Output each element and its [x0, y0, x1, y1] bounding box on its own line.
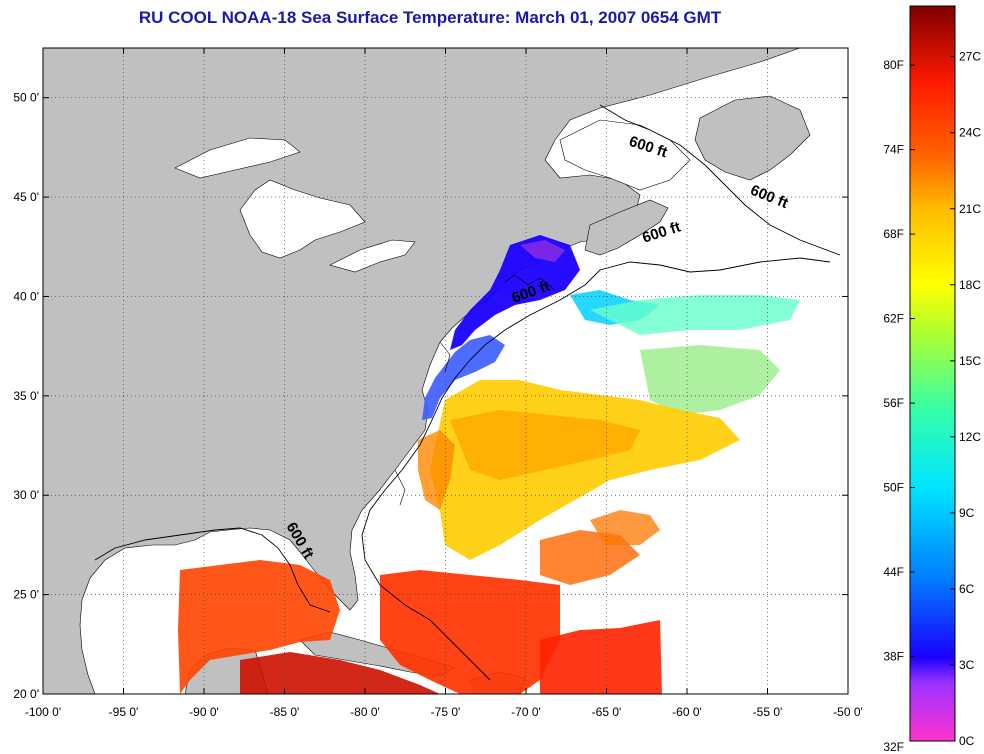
colorbar-celsius-label: 9C [959, 506, 975, 520]
colorbar-fahrenheit-label: 68F [883, 227, 904, 241]
colorbar-celsius-label: 6C [959, 582, 975, 596]
colorbar-celsius-label: 3C [959, 658, 975, 672]
lat-tick-label: 20 0' [13, 687, 39, 701]
colorbar-celsius-label: 27C [959, 50, 981, 64]
colorbar-fahrenheit-label: 38F [883, 650, 904, 664]
colorbar-fahrenheit-label: 44F [883, 565, 904, 579]
colorbar-celsius-label: 24C [959, 126, 981, 140]
colorbar-fill [909, 5, 956, 742]
colorbar-celsius-label: 15C [959, 354, 981, 368]
contour-600ft [94, 104, 841, 681]
colorbar-celsius-label: 18C [959, 278, 981, 292]
lake-superior [174, 137, 301, 179]
lat-tick-label: 50 0' [13, 91, 39, 105]
lat-tick-label: 45 0' [13, 190, 39, 204]
colorbar-fahrenheit-label: 50F [883, 481, 904, 495]
axis-ticks: -100 0' -95 0' -90 0' -85 0' -80 0' -75 0' -70… [13, 48, 863, 719]
land-nova-scotia [584, 199, 669, 256]
colorbar-fahrenheit-label: 32F [883, 740, 904, 754]
colorbar-celsius-labels: 27C 24C 21C 18C 15C 12C 9C 6C 3C 0C [950, 50, 981, 748]
gulf-st-lawrence [559, 119, 691, 191]
figure-title: RU COOL NOAA-18 Sea Surface Temperature:… [138, 8, 722, 27]
colorbar-fahrenheit-label: 56F [883, 396, 904, 410]
lat-tick-label: 25 0' [13, 588, 39, 602]
lon-tick-label: -60 0' [672, 705, 702, 719]
lat-tick-label: 40 0' [13, 289, 39, 303]
lon-tick-label: -65 0' [592, 705, 622, 719]
lon-tick-label: -75 0' [431, 705, 461, 719]
colorbar-fahrenheit-label: 62F [883, 312, 904, 326]
colorbar-fahrenheit-labels: 80F 74F 68F 62F 56F 50F 44F 38F 32F [883, 58, 915, 754]
land-newfoundland [694, 95, 811, 181]
lon-tick-label: -95 0' [109, 705, 139, 719]
lon-tick-label: -50 0' [833, 705, 863, 719]
lon-tick-label: -100 0' [25, 705, 61, 719]
colorbar-celsius-label: 12C [959, 430, 981, 444]
colorbar-celsius-label: 21C [959, 202, 981, 216]
colorbar-fahrenheit-label: 74F [883, 143, 904, 157]
lon-tick-label: -55 0' [753, 705, 783, 719]
lon-tick-label: -85 0' [270, 705, 300, 719]
lake-michigan-huron [239, 179, 366, 259]
lon-tick-label: -80 0' [350, 705, 380, 719]
colorbar-fahrenheit-label: 80F [883, 58, 904, 72]
lon-tick-label: -70 0' [511, 705, 541, 719]
sst-field [178, 235, 800, 694]
coastline-detail [394, 274, 556, 506]
lat-tick-label: 35 0' [13, 389, 39, 403]
colorbar-celsius-label: 0C [959, 734, 975, 748]
lat-tick-label: 30 0' [13, 488, 39, 502]
lon-tick-label: -90 0' [189, 705, 219, 719]
